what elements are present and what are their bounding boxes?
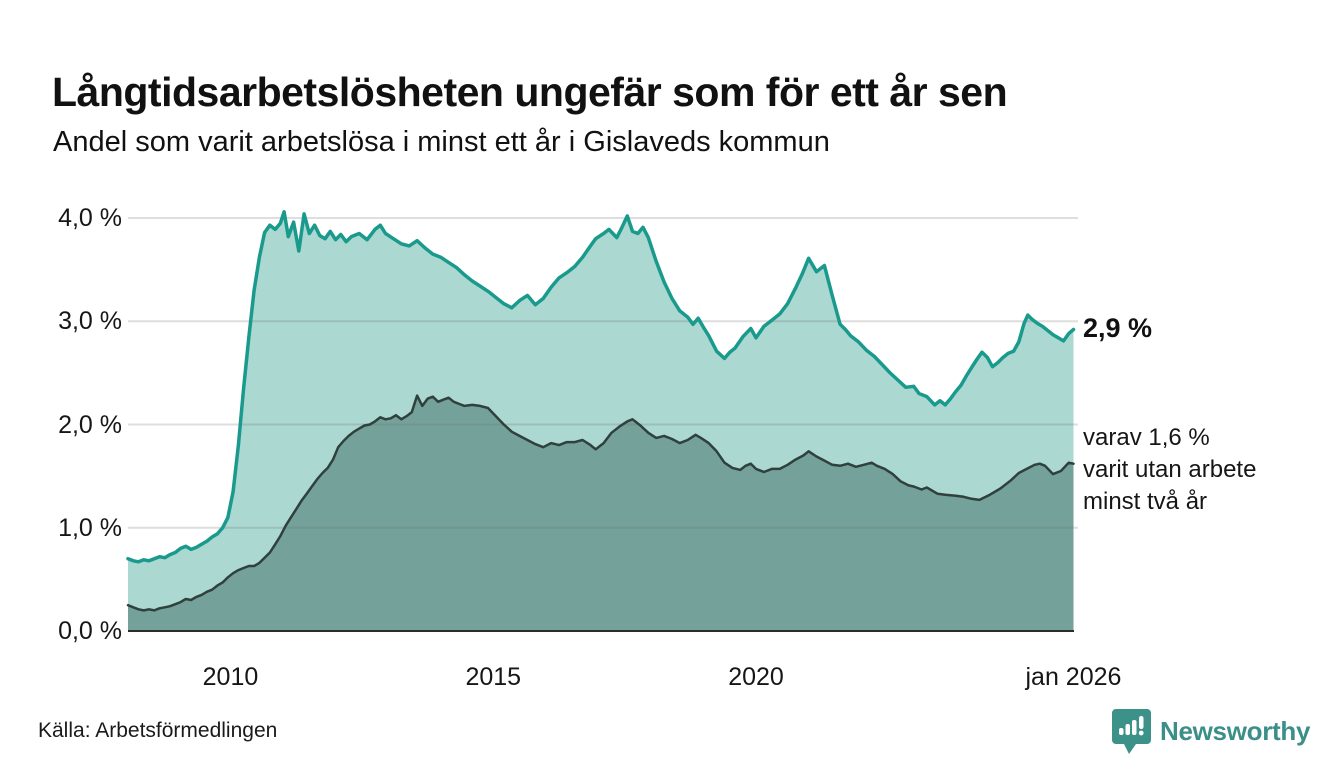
chart-subtitle: Andel som varit arbetslösa i minst ett å… xyxy=(53,126,830,158)
y-tick-label: 3,0 % xyxy=(58,307,122,336)
newsworthy-brand[interactable]: Newsworthy xyxy=(1112,708,1310,754)
page-title: Långtidsarbetslösheten ungefär som för e… xyxy=(52,69,1008,116)
series-line xyxy=(126,210,1076,564)
newsworthy-logo-icon xyxy=(1112,709,1151,754)
x-tick-label: jan 2026 xyxy=(1025,663,1122,691)
y-tick-label: 2,0 % xyxy=(58,410,122,439)
series2-annotation: varav 1,6 % varit utan arbete minst två … xyxy=(1083,422,1256,518)
annotation-line: minst två år xyxy=(1083,487,1208,515)
annotation-line: varav 1,6 % xyxy=(1083,423,1210,451)
source-credit: Källa: Arbetsförmedlingen xyxy=(38,719,278,742)
y-tick-label: 1,0 % xyxy=(58,513,122,542)
annotation-line: varit utan arbete xyxy=(1083,455,1257,483)
area-fill xyxy=(128,395,1074,631)
end-value-label: 2,9 % xyxy=(1083,312,1153,343)
x-tick-label: 2020 xyxy=(728,663,784,691)
brand-name: Newsworthy xyxy=(1160,715,1311,746)
y-tick-label: 4,0 % xyxy=(58,204,122,232)
x-tick-label: 2010 xyxy=(202,663,259,691)
series-line xyxy=(126,394,1075,612)
y-tick-label: 0,0 % xyxy=(58,617,122,645)
x-tick-label: 2015 xyxy=(465,663,522,691)
